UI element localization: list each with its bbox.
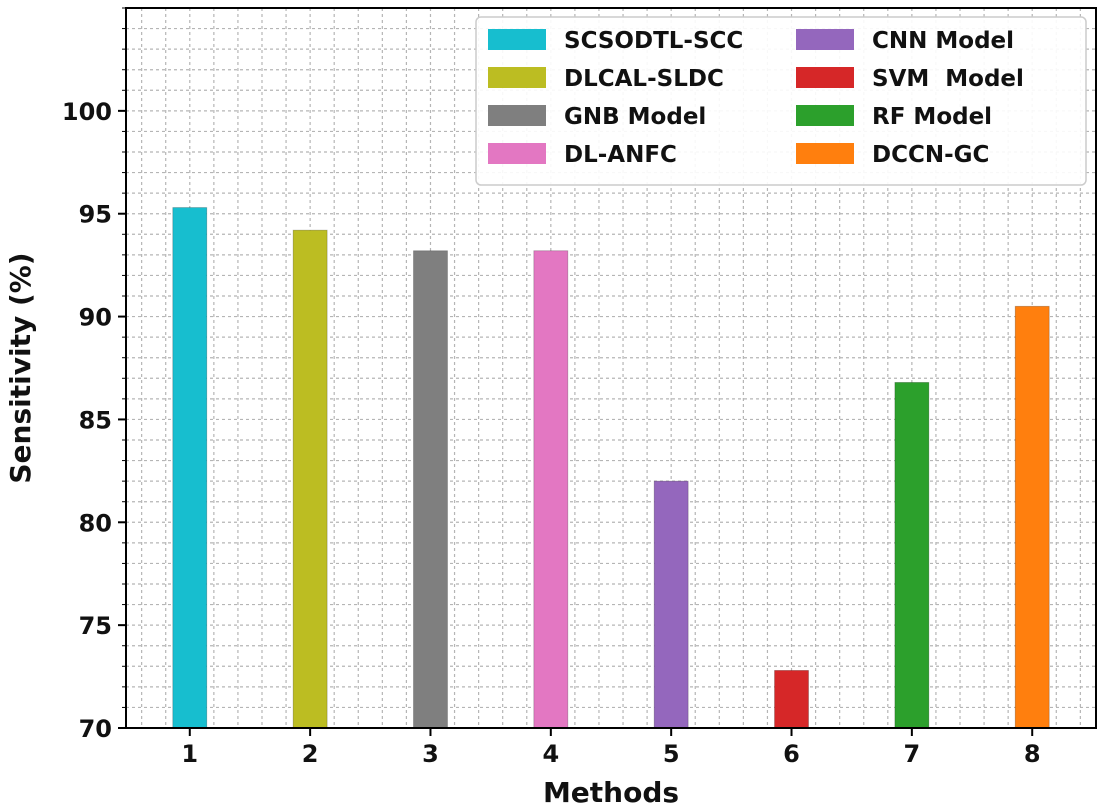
y-tick-label: 85 — [79, 406, 112, 434]
legend-label: DCCN-GC — [872, 142, 989, 168]
y-tick-label: 75 — [79, 612, 112, 640]
legend-label: SCSODTL-SCC — [564, 28, 743, 54]
y-tick-label: 90 — [79, 304, 112, 332]
legend-label: GNB Model — [564, 104, 706, 130]
plot-frame — [125, 7, 1097, 729]
x-tick-label: 1 — [181, 740, 198, 768]
legend-swatch — [796, 143, 854, 164]
bar-7 — [894, 381, 930, 729]
legend-label: RF Model — [872, 104, 992, 130]
x-tick-label: 2 — [302, 740, 319, 768]
legend-swatch — [796, 29, 854, 50]
legend-swatch — [488, 29, 546, 50]
x-tick-label: 3 — [422, 740, 439, 768]
legend-swatch — [796, 67, 854, 88]
x-tick-label: 6 — [783, 740, 800, 768]
x-tick-label: 7 — [904, 740, 921, 768]
bar-1 — [172, 207, 208, 729]
legend-swatch — [796, 105, 854, 126]
legend-label: DL-ANFC — [564, 142, 677, 168]
x-tick-label: 5 — [663, 740, 680, 768]
x-tick-label: 4 — [542, 740, 559, 768]
bar-6 — [774, 670, 809, 729]
legend-box — [475, 16, 1087, 186]
y-tick-label: 100 — [62, 98, 112, 126]
legend: SCSODTL-SCC DLCAL-SLDC GNB Model DL-ANFC CNN… — [475, 16, 1087, 186]
legend-label: DLCAL-SLDC — [564, 66, 724, 92]
legend-swatch — [488, 67, 546, 88]
bars — [172, 207, 1050, 729]
x-tick-label: 8 — [1024, 740, 1041, 768]
legend-label: CNN Model — [872, 28, 1014, 54]
x-axis-label: Methods — [543, 776, 679, 807]
y-tick-label: 70 — [79, 715, 112, 743]
y-axis-label: Sensitivity (%) — [4, 252, 37, 483]
y-tick-label: 80 — [79, 509, 112, 537]
y-tick-label: 95 — [79, 201, 112, 229]
bar-8 — [1014, 305, 1050, 729]
bar-3 — [413, 250, 448, 729]
bar-2 — [292, 229, 328, 729]
bar-5 — [653, 480, 689, 729]
legend-label: SVM Model — [872, 66, 1024, 92]
legend-swatch — [488, 143, 546, 164]
legend-swatch — [488, 105, 546, 126]
axis-ticks: 70 75 80 85 90 95 100 1 2 3 4 5 6 7 8 — [62, 7, 1041, 768]
bar-4 — [533, 250, 569, 729]
